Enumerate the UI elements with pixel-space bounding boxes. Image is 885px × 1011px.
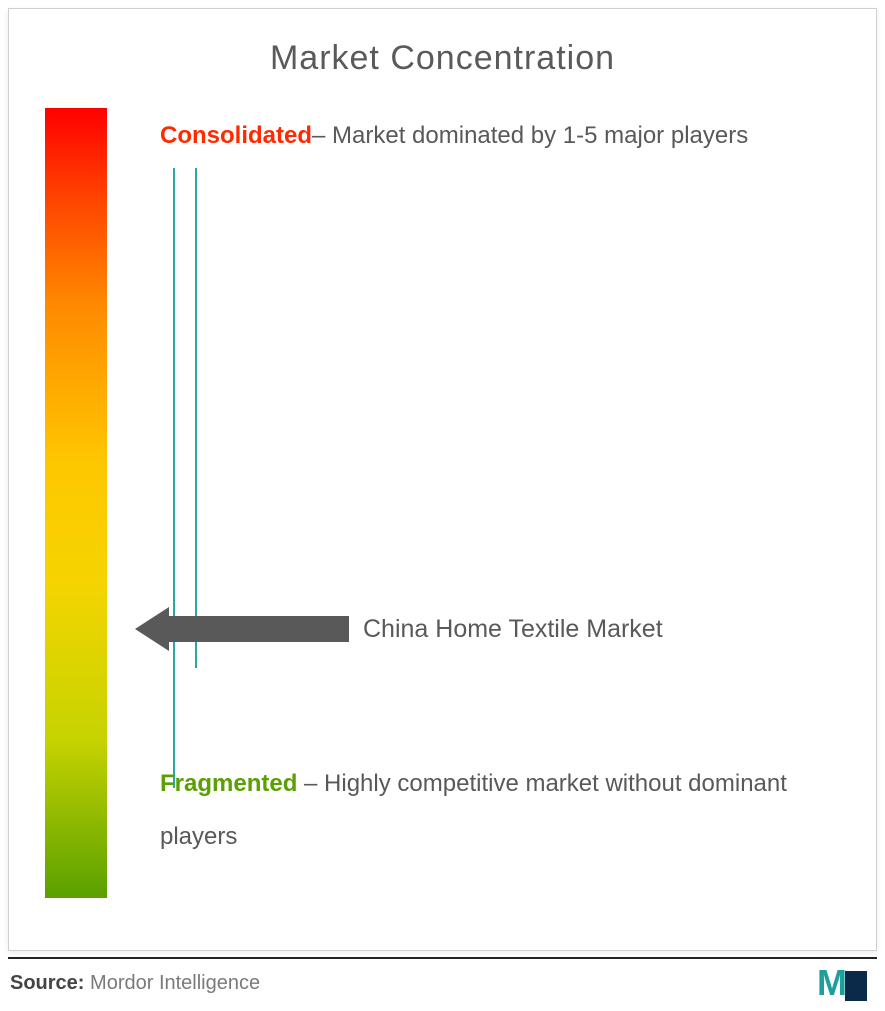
consolidated-strong: Consolidated: [160, 122, 312, 149]
footer: Source: Mordor Intelligence M: [8, 957, 877, 1001]
fragmented-strong: Fragmented: [160, 770, 297, 797]
infographic-card: Market Concentration Consolidated– Marke…: [8, 8, 877, 951]
market-pointer: China Home Textile Market: [135, 607, 663, 651]
arrow-head-icon: [135, 607, 169, 651]
source-label: Source:: [10, 972, 84, 994]
consolidated-rest: – Market dominated by 1-5 major players: [312, 122, 748, 149]
fragmented-label: Fragmented – Highly competitive market w…: [160, 758, 830, 864]
source-line: Source: Mordor Intelligence: [10, 972, 260, 995]
content-area: Consolidated– Market dominated by 1-5 ma…: [45, 108, 840, 908]
connector-line: [195, 168, 197, 668]
connector-line: [173, 168, 175, 788]
concentration-gradient-bar: [45, 108, 107, 898]
pointer-arrow: [135, 607, 349, 651]
pointer-label: China Home Textile Market: [363, 615, 663, 644]
logo-bar-icon: [845, 971, 867, 1001]
logo-letter-icon: M: [817, 965, 843, 1001]
arrow-shaft: [169, 616, 349, 642]
consolidated-label: Consolidated– Market dominated by 1-5 ma…: [160, 110, 830, 163]
title: Market Concentration: [45, 39, 840, 78]
brand-logo: M: [817, 965, 867, 1001]
source-value: Mordor Intelligence: [90, 972, 260, 994]
